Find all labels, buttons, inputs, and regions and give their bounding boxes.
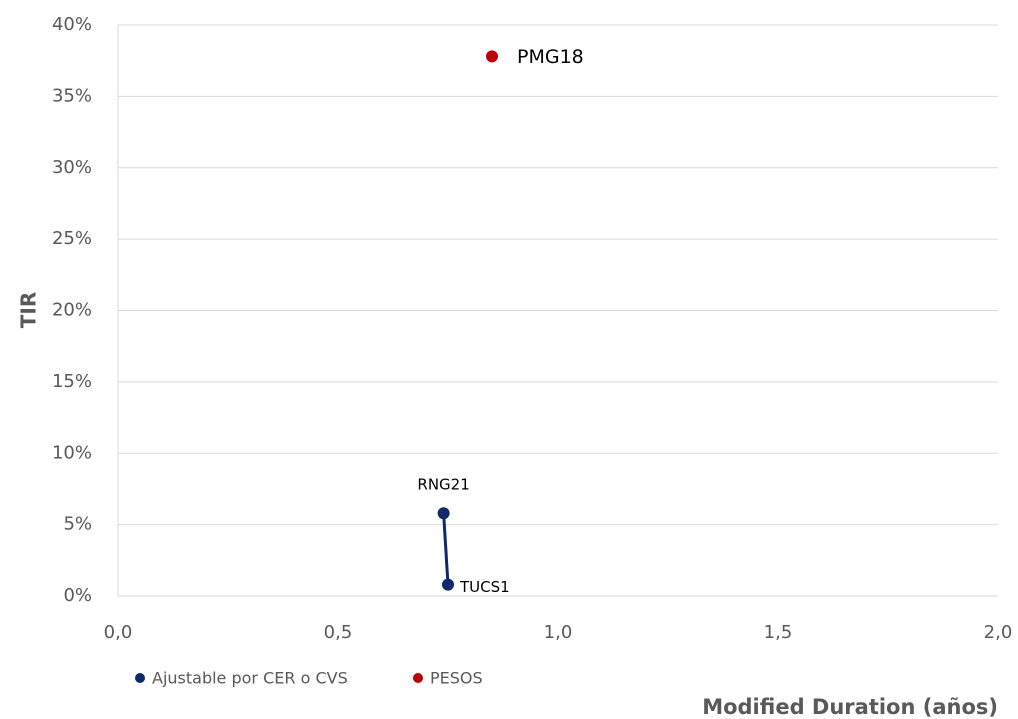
- x-tick-label: 1,0: [544, 622, 573, 643]
- y-tick-label: 15%: [52, 371, 92, 392]
- point-label: RNG21: [417, 476, 469, 494]
- point: [486, 50, 498, 63]
- legend-label: PESOS: [430, 669, 483, 688]
- y-tick-label: 0%: [63, 585, 92, 606]
- series-line: [442, 513, 450, 585]
- legend-marker: [135, 673, 145, 683]
- point-label: PMG18: [517, 46, 584, 68]
- y-tick-label: 40%: [52, 14, 92, 35]
- point: [437, 507, 450, 520]
- legend-label: Ajustable por CER o CVS: [152, 669, 348, 688]
- x-axis-title: Modified Duration (años): [702, 695, 998, 719]
- point-label: TUCS1: [459, 578, 510, 596]
- x-tick-label: 0,5: [324, 622, 353, 643]
- y-tick-label: 10%: [52, 442, 92, 463]
- x-tick-label: 2,0: [984, 622, 1013, 643]
- y-tick-label: 5%: [63, 514, 92, 535]
- y-tick-label: 25%: [52, 228, 92, 249]
- x-tick-label: 1,5: [764, 622, 793, 643]
- legend-marker: [413, 673, 423, 683]
- point: [442, 578, 454, 591]
- y-axis-title: TIR: [17, 292, 41, 328]
- y-tick-label: 35%: [52, 85, 92, 106]
- x-tick-label: 0,0: [104, 622, 133, 643]
- y-tick-label: 20%: [52, 300, 92, 321]
- y-tick-label: 30%: [52, 157, 92, 178]
